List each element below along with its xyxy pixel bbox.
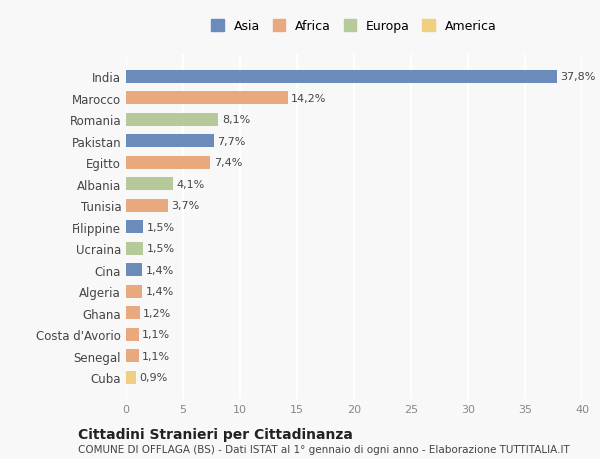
Bar — [126, 135, 214, 148]
Text: 1,1%: 1,1% — [142, 330, 170, 339]
Text: 7,7%: 7,7% — [217, 136, 245, 146]
Text: 1,4%: 1,4% — [145, 265, 173, 275]
Bar — [126, 371, 136, 384]
Bar — [126, 263, 142, 276]
Bar — [126, 178, 173, 191]
Legend: Asia, Africa, Europa, America: Asia, Africa, Europa, America — [208, 17, 500, 37]
Bar — [126, 242, 143, 255]
Text: 1,2%: 1,2% — [143, 308, 172, 318]
Text: 1,1%: 1,1% — [142, 351, 170, 361]
Bar — [126, 199, 168, 212]
Bar — [126, 71, 557, 84]
Text: 8,1%: 8,1% — [222, 115, 250, 125]
Bar — [126, 221, 143, 234]
Text: 37,8%: 37,8% — [560, 72, 596, 82]
Text: 7,4%: 7,4% — [214, 158, 242, 168]
Text: 1,5%: 1,5% — [146, 244, 175, 254]
Bar — [126, 307, 140, 319]
Text: 4,1%: 4,1% — [176, 179, 205, 189]
Text: 3,7%: 3,7% — [172, 201, 200, 211]
Text: 1,5%: 1,5% — [146, 222, 175, 232]
Text: Cittadini Stranieri per Cittadinanza: Cittadini Stranieri per Cittadinanza — [78, 427, 353, 442]
Bar — [126, 157, 211, 169]
Bar — [126, 113, 218, 127]
Text: 1,4%: 1,4% — [145, 286, 173, 297]
Text: COMUNE DI OFFLAGA (BS) - Dati ISTAT al 1° gennaio di ogni anno - Elaborazione TU: COMUNE DI OFFLAGA (BS) - Dati ISTAT al 1… — [78, 444, 570, 454]
Bar — [126, 328, 139, 341]
Bar — [126, 285, 142, 298]
Bar — [126, 92, 288, 105]
Text: 14,2%: 14,2% — [292, 94, 326, 104]
Text: 0,9%: 0,9% — [140, 372, 168, 382]
Bar — [126, 349, 139, 362]
